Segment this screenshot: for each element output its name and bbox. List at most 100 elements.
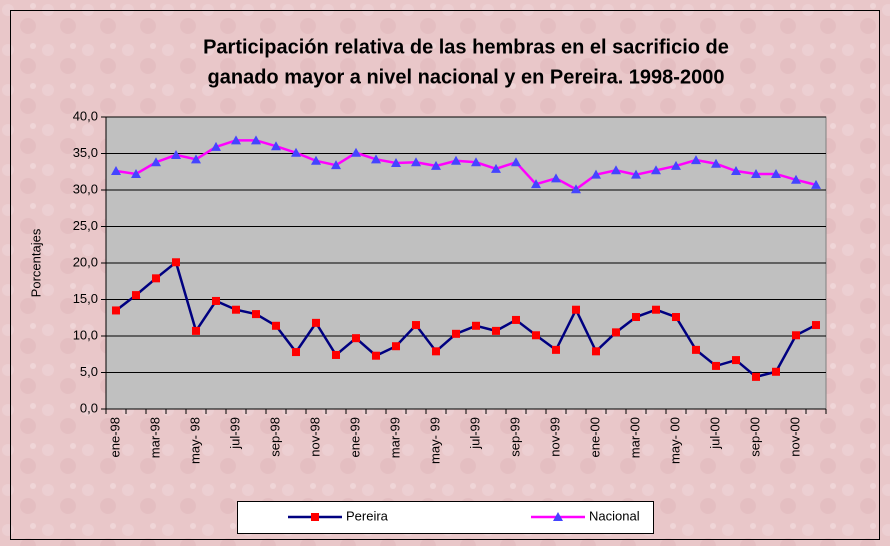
- data-point: [732, 356, 740, 365]
- data-point: [532, 331, 540, 340]
- legend-label: Pereira: [346, 508, 389, 523]
- data-point: [332, 350, 340, 359]
- data-point: [752, 372, 760, 381]
- data-point: [711, 158, 721, 168]
- data-point: [791, 174, 801, 184]
- data-point: [671, 160, 681, 170]
- data-point: [412, 321, 420, 330]
- data-point: [751, 168, 761, 178]
- y-tick-label: 5,0: [80, 364, 98, 379]
- data-point: [571, 184, 581, 194]
- data-point: [431, 160, 441, 170]
- data-point: [192, 326, 200, 335]
- data-point: [312, 318, 320, 327]
- x-tick-label: mar-00: [627, 417, 642, 458]
- data-point: [271, 141, 281, 151]
- data-point: [472, 321, 480, 330]
- data-point: [131, 168, 141, 178]
- data-point: [191, 154, 201, 164]
- legend-marker: [311, 513, 319, 521]
- data-point: [351, 147, 361, 157]
- y-axis-label: Porcentajes: [28, 228, 43, 297]
- y-tick-label: 20,0: [73, 254, 98, 269]
- x-tick-label: sep-98: [267, 417, 282, 457]
- data-point: [731, 166, 741, 176]
- x-tick-label: jul-00: [707, 417, 722, 450]
- data-point: [112, 306, 120, 315]
- data-point: [212, 296, 220, 305]
- data-point: [151, 157, 161, 167]
- x-tick-label: ene-99: [347, 417, 362, 457]
- y-tick-label: 25,0: [73, 218, 98, 233]
- data-point: [551, 173, 561, 183]
- legend-marker: [553, 512, 563, 521]
- data-point: [311, 155, 321, 165]
- x-tick-label: mar-98: [147, 417, 162, 458]
- data-point: [511, 157, 521, 167]
- data-point: [531, 179, 541, 189]
- data-point: [491, 163, 501, 173]
- data-point: [692, 345, 700, 354]
- data-point: [172, 258, 180, 267]
- y-tick-label: 10,0: [73, 327, 98, 342]
- data-point: [232, 305, 240, 314]
- data-point: [272, 321, 280, 330]
- data-point: [432, 347, 440, 356]
- x-tick-label: ene-98: [107, 417, 122, 457]
- x-tick-label: nov-99: [547, 417, 562, 457]
- data-point: [171, 149, 181, 159]
- data-point: [712, 361, 720, 370]
- data-point: [292, 348, 300, 357]
- data-point: [812, 321, 820, 330]
- x-tick-label: jul-99: [227, 417, 242, 450]
- y-tick-label: 30,0: [73, 181, 98, 196]
- data-point: [251, 135, 261, 145]
- data-point: [372, 351, 380, 360]
- y-tick-label: 35,0: [73, 145, 98, 160]
- data-point: [771, 168, 781, 178]
- data-point: [451, 155, 461, 165]
- x-tick-label: sep-99: [507, 417, 522, 457]
- data-point: [652, 305, 660, 314]
- x-tick-label: jul-99: [467, 417, 482, 450]
- x-tick-label: sep-00: [747, 417, 762, 457]
- data-point: [492, 326, 500, 335]
- data-point: [291, 147, 301, 157]
- x-tick-label: may- 00: [667, 417, 682, 464]
- legend-label: Nacional: [589, 508, 640, 523]
- x-tick-label: may- 99: [427, 417, 442, 464]
- data-point: [231, 135, 241, 145]
- data-point: [371, 154, 381, 164]
- x-tick-label: nov-98: [307, 417, 322, 457]
- y-tick-label: 0,0: [80, 400, 98, 415]
- data-point: [631, 169, 641, 179]
- data-point: [612, 328, 620, 337]
- data-point: [772, 367, 780, 376]
- y-tick-label: 40,0: [73, 108, 98, 123]
- y-tick-label: 15,0: [73, 291, 98, 306]
- data-point: [592, 347, 600, 356]
- data-point: [591, 169, 601, 179]
- data-point: [471, 157, 481, 167]
- chart-title: ganado mayor a nivel nacional y en Perei…: [208, 66, 725, 88]
- x-tick-label: ene-00: [587, 417, 602, 457]
- data-point: [452, 329, 460, 338]
- data-point: [572, 305, 580, 314]
- data-point: [691, 155, 701, 165]
- x-tick-label: may- 98: [187, 417, 202, 464]
- chart-frame: [10, 10, 880, 540]
- x-tick-label: mar-99: [387, 417, 402, 458]
- chart-title: Participación relativa de las hembras en…: [203, 36, 729, 58]
- data-point: [252, 310, 260, 319]
- data-point: [391, 157, 401, 167]
- data-point: [331, 160, 341, 170]
- data-point: [811, 179, 821, 189]
- data-point: [111, 166, 121, 176]
- data-point: [512, 315, 520, 324]
- data-point: [552, 345, 560, 354]
- data-point: [152, 274, 160, 283]
- data-point: [792, 331, 800, 340]
- data-point: [211, 141, 221, 151]
- data-point: [632, 313, 640, 322]
